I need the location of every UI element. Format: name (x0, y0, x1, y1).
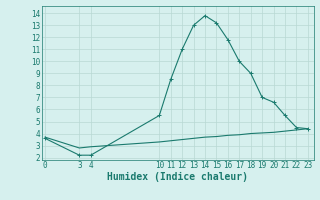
X-axis label: Humidex (Indice chaleur): Humidex (Indice chaleur) (107, 172, 248, 182)
